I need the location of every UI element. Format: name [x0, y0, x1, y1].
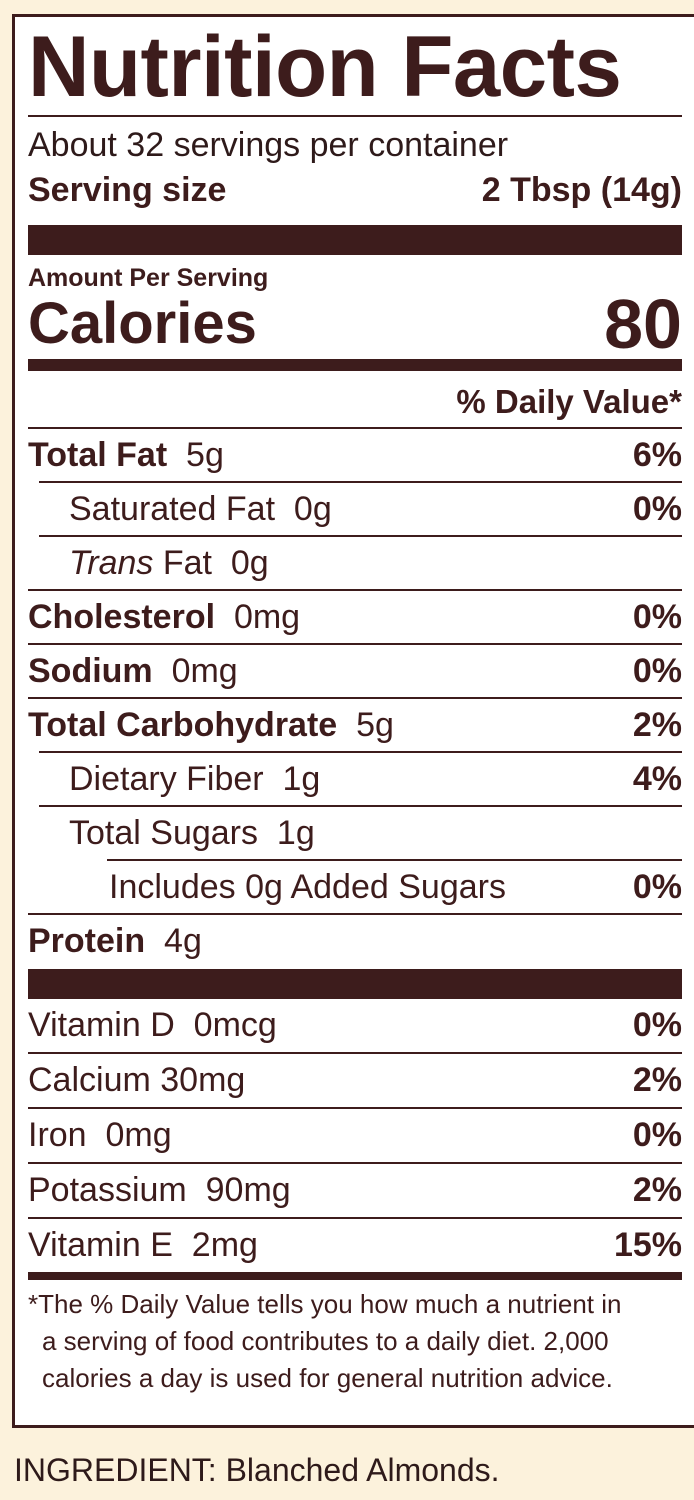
vitamin-amount: 0mg — [105, 1116, 172, 1154]
nutrient-row-total-sugars: Total Sugars 1g — [39, 805, 682, 859]
calories-value: 80 — [604, 285, 682, 363]
nutrient-name: Cholesterol — [28, 597, 216, 636]
nutrient-name: Total Carbohydrate — [28, 705, 338, 744]
vitamin-name: Calcium — [28, 1061, 151, 1099]
nutrient-dv: 0% — [632, 597, 682, 636]
footnote: *The % Daily Value tells you how much a … — [28, 1280, 682, 1397]
nutrient-row-protein: Protein 4g — [28, 913, 682, 967]
nutrient-name: Protein — [28, 921, 146, 960]
label-title: Nutrition Facts — [28, 19, 622, 115]
footnote-line: calories a day is used for general nutri… — [42, 1363, 613, 1393]
thick-divider — [28, 969, 682, 999]
nutrient-row-sodium: Sodium 0mg 0% — [28, 643, 682, 697]
vitamin-dv: 2% — [632, 1061, 682, 1099]
nutrient-row-total-carbohydrate: Total Carbohydrate 5g 2% — [28, 697, 682, 751]
vitamin-dv: 2% — [632, 1171, 682, 1209]
vitamin-row-potassium: Potassium 90mg 2% — [28, 1162, 682, 1217]
daily-value-header: % Daily Value* — [456, 383, 682, 420]
nutrient-dv: 4% — [632, 759, 682, 798]
nutrient-name: Total Fat — [28, 435, 168, 474]
nutrient-dv: 2% — [632, 705, 682, 744]
nutrient-name: Sodium — [28, 651, 153, 690]
vitamin-dv: 0% — [632, 1116, 682, 1154]
nutrient-amount: 0mg — [171, 651, 238, 690]
divider — [28, 115, 682, 117]
nutrient-name: Saturated Fat — [69, 489, 276, 528]
thick-divider — [28, 225, 682, 255]
nutrient-dv: 0% — [632, 867, 682, 906]
nutrient-row-dietary-fiber: Dietary Fiber 1g 4% — [39, 751, 682, 805]
serving-size-label: Serving size — [28, 171, 227, 209]
vitamin-row-iron: Iron 0mg 0% — [28, 1107, 682, 1162]
nutrient-name: Fat — [162, 543, 212, 582]
nutrient-amount: 4g — [164, 921, 202, 960]
vitamin-row-vitamin-e: Vitamin E 2mg 15% — [28, 1217, 682, 1272]
vitamin-row-calcium: Calcium 30mg 2% — [28, 1052, 682, 1107]
calories-row: Calories 80 — [28, 289, 682, 359]
serving-size-value: 2 Tbsp (14g) — [481, 171, 682, 209]
footnote-line: *The % Daily Value tells you how much a … — [28, 1289, 622, 1319]
nutrient-name: Dietary Fiber — [69, 759, 264, 798]
nutrient-dv: 6% — [632, 435, 682, 474]
nutrient-name: Total Sugars — [69, 813, 258, 852]
nutrient-name: Includes 0g Added Sugars — [109, 867, 506, 906]
nutrient-amount: 1g — [276, 813, 315, 852]
nutrient-row-trans-fat: Trans Fat 0g — [39, 535, 682, 589]
nutrient-row-added-sugars: Includes 0g Added Sugars 0% — [107, 859, 682, 913]
thin-bar-divider — [28, 1272, 682, 1280]
vitamin-dv: 15% — [613, 1226, 682, 1264]
medium-divider — [28, 359, 682, 371]
calories-label: Calories — [28, 291, 257, 356]
vitamin-dv: 0% — [632, 1006, 682, 1044]
vitamin-row-vitamin-d: Vitamin D 0mcg 0% — [28, 999, 682, 1052]
nutrient-dv: 0% — [632, 489, 682, 528]
nutrient-amount: 0g — [293, 489, 332, 528]
vitamin-amount: 90mg — [205, 1171, 291, 1209]
nutrient-amount: 1g — [282, 759, 321, 798]
nutrient-row-cholesterol: Cholesterol 0mg 0% — [28, 589, 682, 643]
nutrient-row-saturated-fat: Saturated Fat 0g 0% — [39, 481, 682, 535]
nutrient-dv: 0% — [632, 651, 682, 690]
nutrient-row-total-fat: Total Fat 5g 6% — [28, 427, 682, 481]
vitamin-name: Vitamin E — [28, 1226, 173, 1264]
nutrient-amount: 0mg — [233, 597, 301, 636]
nutrient-amount: 0g — [230, 543, 269, 582]
amount-per-serving: Amount Per Serving — [28, 264, 269, 292]
vitamin-name: Vitamin D — [28, 1006, 175, 1044]
ingredients: INGREDIENT: Blanched Almonds. — [14, 1452, 500, 1488]
nutrient-name-italic: Trans — [69, 543, 154, 582]
nutrient-amount: 5g — [186, 435, 224, 474]
vitamin-name: Iron — [28, 1116, 87, 1154]
vitamin-amount: 2mg — [191, 1226, 258, 1264]
nutrient-amount: 5g — [356, 705, 394, 744]
serving-size-row: Serving size 2 Tbsp (14g) — [28, 167, 682, 213]
vitamin-amount: 0mcg — [193, 1006, 277, 1044]
nutrition-facts-panel: Nutrition Facts About 32 servings per co… — [12, 14, 694, 1428]
vitamin-name: Potassium — [28, 1171, 187, 1209]
vitamin-amount: 30mg — [160, 1061, 246, 1099]
servings-per-container: About 32 servings per container — [28, 126, 509, 164]
footnote-line: a serving of food contributes to a daily… — [42, 1326, 609, 1356]
